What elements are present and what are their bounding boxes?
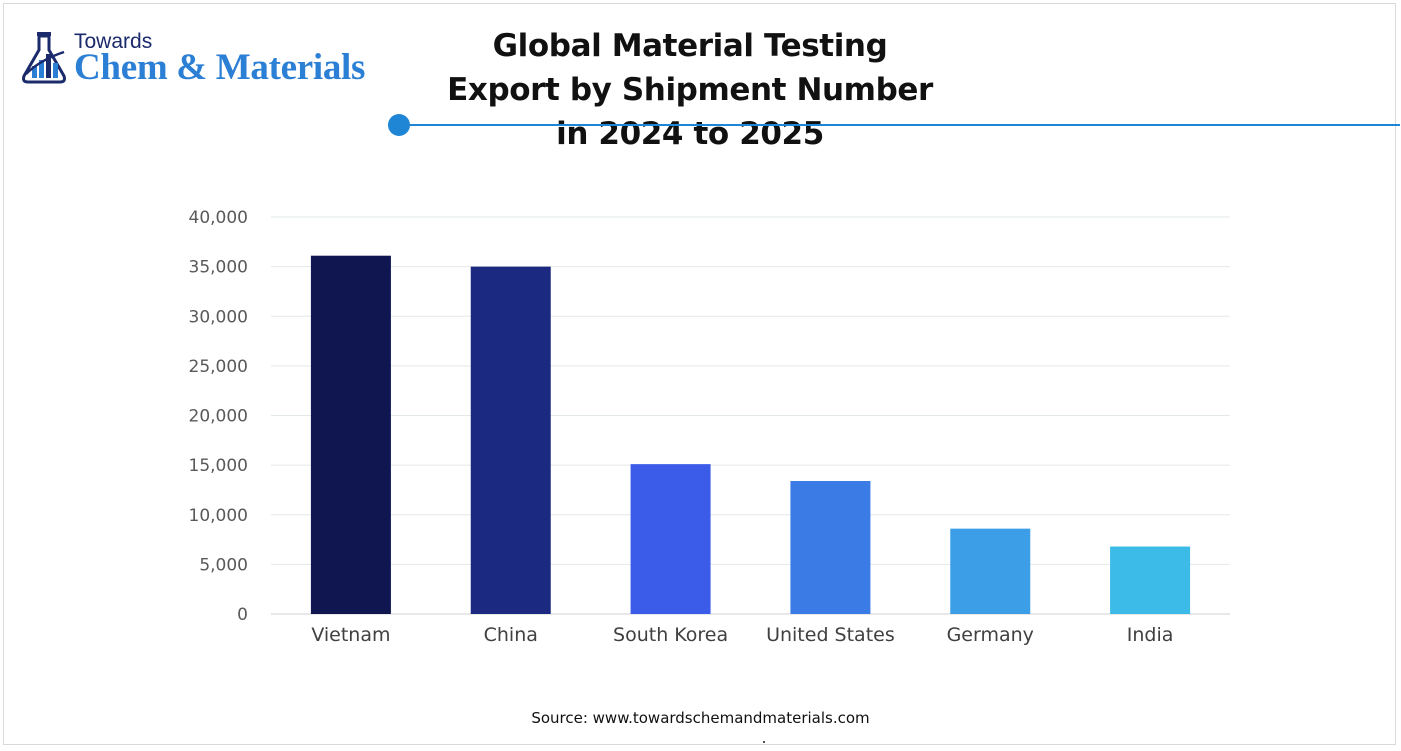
x-tick-label: China bbox=[484, 624, 538, 646]
title-accent-rule bbox=[399, 124, 1400, 126]
bar-chart: 0 5,000 10,000 15,000 20,000 25,000 30,000 35,0… bbox=[189, 208, 1230, 646]
brand-main-line: Chem & Materials bbox=[74, 47, 366, 88]
flask-chart-icon bbox=[22, 32, 66, 84]
bar-united-states bbox=[790, 481, 871, 614]
chart-frame bbox=[3, 3, 1396, 745]
source-note: Source: www.towardschemandmaterials.com bbox=[531, 709, 870, 727]
y-tick-label: 15,000 bbox=[189, 456, 248, 476]
x-tick-label: South Korea bbox=[613, 624, 728, 646]
y-tick-label: 40,000 bbox=[189, 208, 248, 228]
bar-china bbox=[470, 266, 551, 614]
y-tick-label: 25,000 bbox=[189, 357, 248, 377]
chart-title: Global Material Testing Export by Shipme… bbox=[447, 28, 933, 152]
bar-vietnam bbox=[310, 255, 391, 614]
x-tick-label: Germany bbox=[947, 624, 1034, 646]
y-tick-label: 20,000 bbox=[189, 407, 248, 427]
brand-logo: Towards Chem & Materials bbox=[20, 28, 390, 88]
y-tick-label: 30,000 bbox=[189, 307, 248, 327]
brand-top-line: Towards bbox=[74, 30, 153, 53]
y-tick-label: 35,000 bbox=[189, 258, 248, 278]
x-tick-label: Vietnam bbox=[311, 624, 390, 646]
bar-india bbox=[1110, 546, 1191, 614]
y-tick-label: 10,000 bbox=[189, 506, 248, 526]
bar-germany bbox=[950, 528, 1031, 614]
bar-south-korea bbox=[630, 464, 711, 614]
x-tick-label: United States bbox=[766, 624, 895, 646]
x-tick-label: India bbox=[1127, 624, 1174, 646]
footer-dot bbox=[763, 741, 765, 743]
y-tick-label: 5,000 bbox=[199, 555, 248, 575]
y-tick-label: 0 bbox=[237, 605, 248, 625]
